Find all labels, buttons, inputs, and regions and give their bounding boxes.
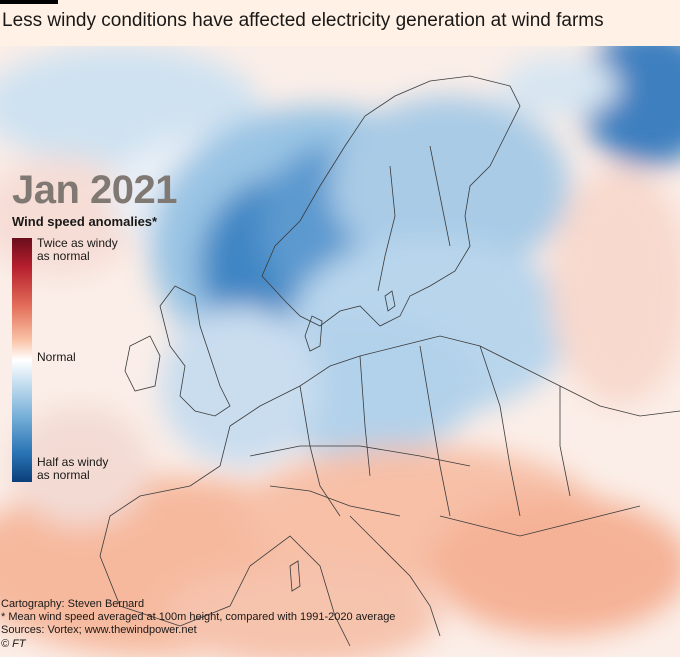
map-canvas — [0, 46, 680, 657]
anomaly-map — [0, 46, 680, 657]
legend-label-bottom: Half as windy as normal — [37, 456, 108, 482]
legend-title: Wind speed anomalies* — [12, 214, 158, 229]
sources: Sources: Vortex; www.thewindpower.net — [1, 624, 197, 637]
copyright: © FT — [1, 637, 26, 650]
header-rule — [0, 0, 58, 4]
period-label: Jan 2021 — [12, 168, 178, 212]
methodology-note: * Mean wind speed averaged at 100m heigh… — [1, 611, 396, 624]
legend-bottom-line2: as normal — [37, 468, 90, 482]
anomaly-field — [0, 46, 680, 657]
legend-top-line1: Twice as windy — [37, 236, 118, 250]
cartography-credit: Cartography: Steven Bernard — [1, 598, 145, 610]
legend-label-mid: Normal — [37, 350, 76, 364]
country-borders — [99, 75, 680, 647]
headline: Less windy conditions have affected elec… — [2, 10, 604, 31]
legend-color-scale — [12, 238, 32, 482]
footer: Cartography: Steven Bernard * Mean wind … — [1, 598, 395, 651]
legend-top-line2: as normal — [37, 249, 90, 263]
legend-bottom-line1: Half as windy — [37, 455, 109, 469]
legend-label-top: Twice as windy as normal — [37, 237, 118, 263]
